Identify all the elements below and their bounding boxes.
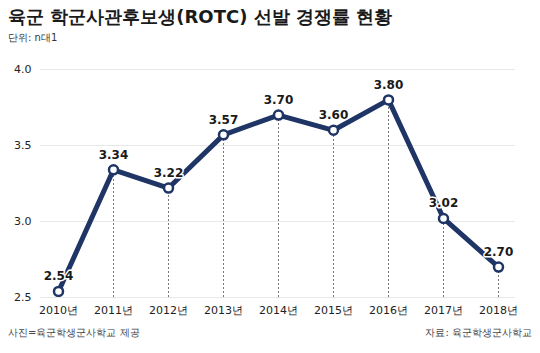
html-text:자료: 육군학생군사학교: 자료: 육군학생군사학교 xyxy=(425,327,532,338)
svg-text:2013년: 2013년 xyxy=(204,304,243,317)
html-text:단위: n대1: 단위: n대1 xyxy=(8,32,58,43)
svg-text:3.5: 3.5 xyxy=(14,139,32,152)
svg-text:4.0: 4.0 xyxy=(14,63,32,76)
html-text:육군 학군사관후보생(ROTC) 선발 경쟁률 현황: 육군 학군사관후보생(ROTC) 선발 경쟁률 현황 xyxy=(8,6,393,27)
svg-text:2010년: 2010년 xyxy=(39,304,78,317)
svg-text:2016년: 2016년 xyxy=(369,304,408,317)
svg-text:2014년: 2014년 xyxy=(259,304,298,317)
svg-text:2011년: 2011년 xyxy=(94,304,133,317)
svg-text:3.80: 3.80 xyxy=(374,78,404,92)
svg-text:2012년: 2012년 xyxy=(149,304,188,317)
svg-text:2.70: 2.70 xyxy=(484,245,514,259)
svg-text:3.34: 3.34 xyxy=(99,148,129,162)
svg-text:3.70: 3.70 xyxy=(264,93,294,107)
svg-text:3.22: 3.22 xyxy=(154,166,184,180)
svg-text:3.60: 3.60 xyxy=(319,108,349,122)
svg-text:3.02: 3.02 xyxy=(429,196,459,210)
svg-text:2018년: 2018년 xyxy=(479,304,518,317)
svg-text:2.54: 2.54 xyxy=(44,269,74,283)
svg-text:3.57: 3.57 xyxy=(209,113,239,127)
svg-text:2.5: 2.5 xyxy=(14,291,32,304)
svg-text:2015년: 2015년 xyxy=(314,304,353,317)
html-text:사진=육군학생군사학교 제공: 사진=육군학생군사학교 제공 xyxy=(8,327,140,338)
svg-text:2017년: 2017년 xyxy=(424,304,463,317)
svg-text:3.0: 3.0 xyxy=(14,215,32,228)
